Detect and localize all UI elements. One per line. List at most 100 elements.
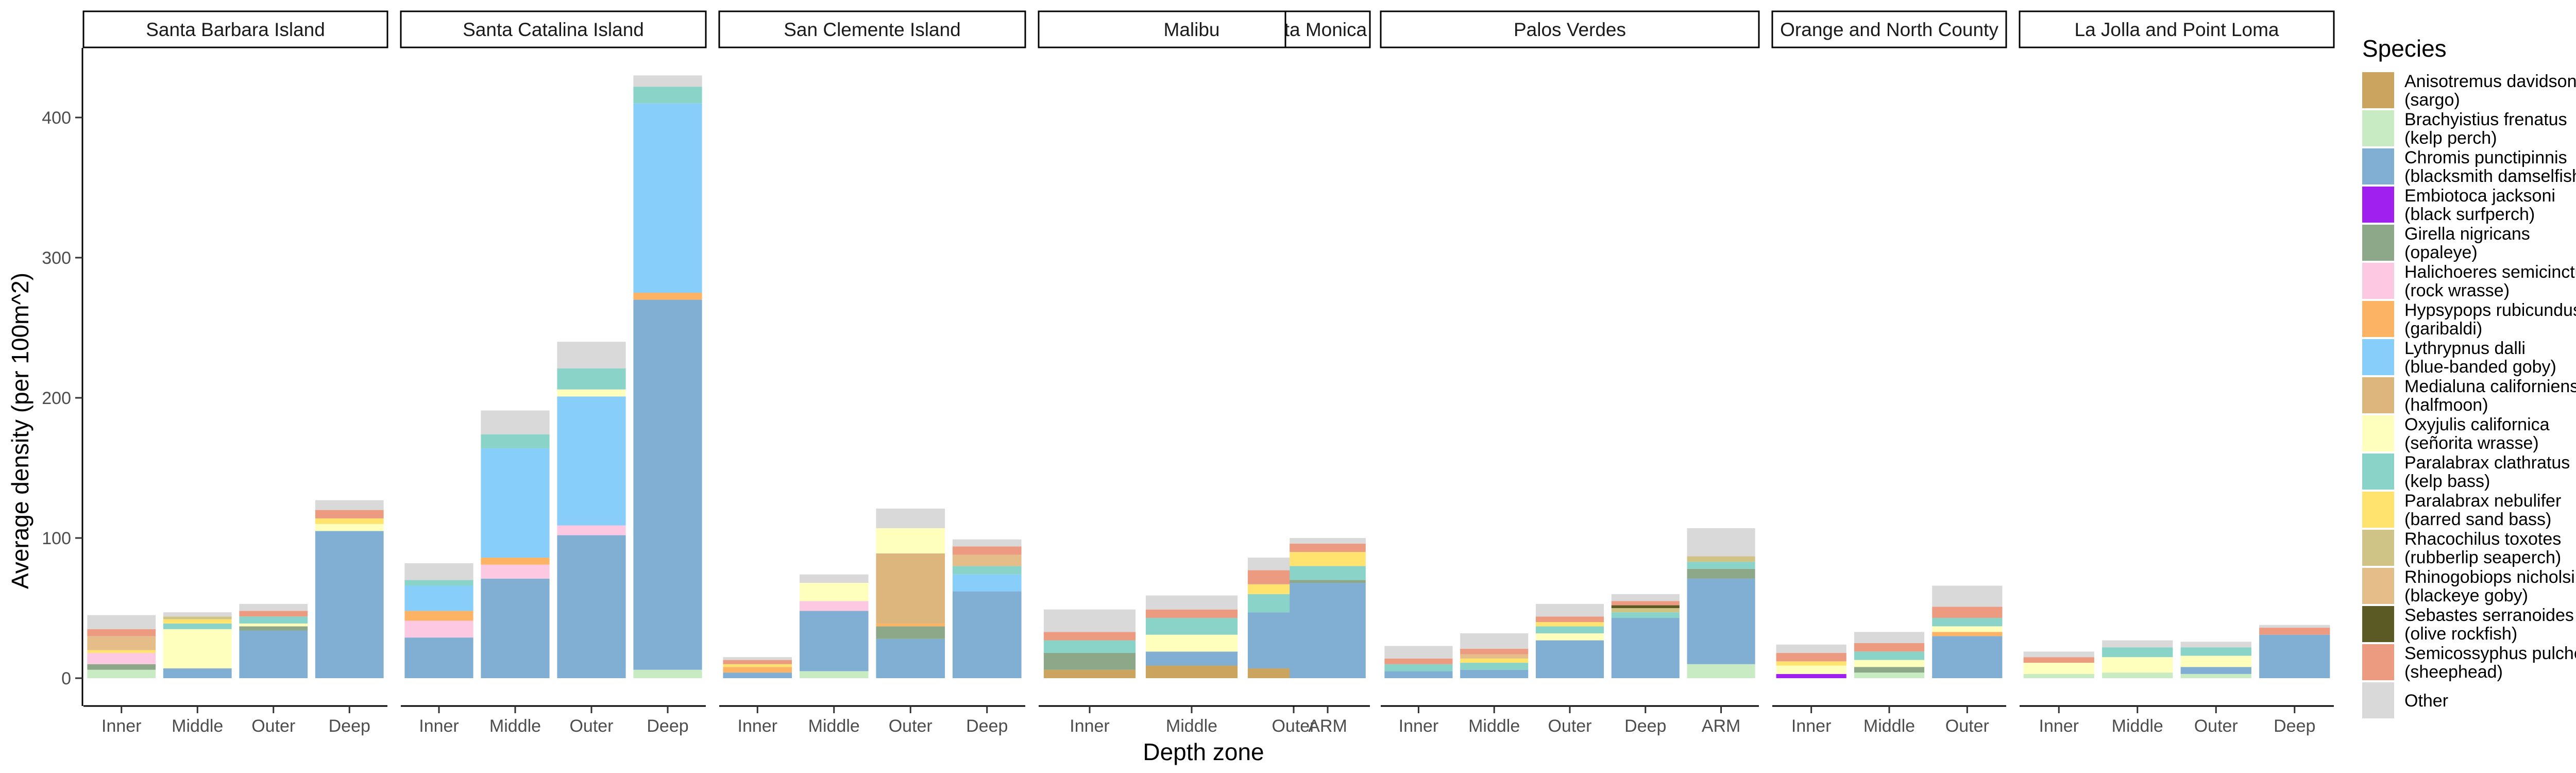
bar-segment-kelpbass [2102,647,2173,658]
bar-segment-olive [1611,605,1680,608]
bar-segment-opaleye [239,626,308,631]
stacked-bar [1460,633,1529,678]
bar-segment-senorita [1145,634,1238,652]
legend-swatch [2362,110,2394,146]
bar-segment-kelpbass [1043,640,1136,653]
legend-label-common: (señorita wrasse) [2404,433,2539,453]
bar-segment-blackeye [1460,654,1529,659]
legend-label-common: (black surfperch) [2404,205,2535,224]
x-tick-label: Inner [1070,716,1110,736]
x-tick-label: Outer [1945,716,1989,736]
legend-item: Semicossyphus pulcher(sheephead) [2362,644,2576,682]
bar-segment-other [1687,528,1755,557]
legend-label: Paralabrax clathratus [2404,453,2570,473]
bar-segment-sheephead [2259,628,2330,635]
legend-label: Halichoeres semicinctus [2404,262,2576,282]
bar-segment-other [2102,640,2173,648]
stacked-bar [876,508,945,678]
legend-title: Species [2362,35,2447,62]
bar-segment-other [1854,632,1925,643]
bar-segment-kelpperch [1687,664,1755,678]
legend-item: Halichoeres semicinctus(rock wrasse) [2362,262,2576,300]
stacked-bar [2180,642,2251,678]
x-tick-label: Deep [647,716,688,736]
bar-segment-other [723,657,792,660]
bar-segment-goby [633,103,702,293]
bar-segment-senorita [2180,656,2251,667]
bar-segment-sheephead [1043,632,1136,641]
facet-strip [400,10,707,48]
bar-segment-opaleye [1290,580,1366,583]
bar-segment-sandbass [163,619,232,624]
bar-segment-other [481,410,550,434]
bar-segment-sheephead [1384,658,1453,664]
legend-label: Embiotoca jacksoni [2404,186,2555,206]
plot-area: 0 100 200 300 400 Santa Barbara Island Inner Mi… [42,10,2335,736]
bar-segment-blacksmith [1384,671,1453,678]
stacked-bar [239,603,308,678]
bar-segment-blacksmith [2259,634,2330,678]
bar-segment-garibaldi [876,623,945,627]
bar-segment-kelpbass [1535,626,1604,633]
legend-swatch [2362,377,2394,413]
legend-label-common: (sargo) [2404,90,2460,110]
legend-swatch [2362,568,2394,604]
legend-item: Brachyistius frenatus(kelp perch) [2362,110,2567,148]
legend-swatch [2362,301,2394,337]
bar-segment-kelpbass [952,566,1022,575]
bar-segment-senorita [1535,633,1604,641]
facet-strip [718,10,1026,48]
bar-segment-kelpbass [1460,663,1529,670]
stacked-bar [1687,528,1755,678]
bar-segment-other [633,75,702,87]
bar-segment-blacksmith [1687,578,1755,664]
stacked-bar [1776,644,1846,678]
stacked-bar [952,539,1022,678]
bar-segment-blacksmith [404,637,473,678]
x-tick-label: Deep [329,716,370,736]
legend-swatch [2362,72,2394,108]
legend-label-common: (kelp bass) [2404,472,2490,491]
legend-item: Chromis punctipinnis(blacksmith damselfi… [2362,148,2576,186]
stacked-bar [557,342,626,678]
legend-label: Semicossyphus pulcher [2404,644,2576,663]
bar-segment-other [1932,585,2003,607]
bar-segment-other [163,612,232,617]
legend-label-common: (blacksmith damselfish) [2404,166,2576,186]
x-tick-label: Inner [1399,716,1439,736]
x-tick-label: Outer [251,716,295,736]
bar-segment-sheephead [1932,607,2003,618]
bar-segment-sandbass [1460,658,1529,663]
facet-strip-label: Santa Barbara Island [146,19,325,40]
x-tick-label: Outer [569,716,613,736]
legend-label: Girella nigricans [2404,224,2530,244]
bar-segment-other [1290,538,1366,544]
legend: Species Anisotremus davidsonii(sargo)Bra… [2362,35,2576,718]
legend-label-common: (garibaldi) [2404,319,2482,339]
bar-segment-sandbass [723,664,792,667]
facet-strip-label: La Jolla and Point Loma [2075,19,2279,40]
legend-label: Medialuna californiensis [2404,377,2576,396]
legend-item: Other [2362,682,2448,718]
stacked-bar [1290,538,1366,678]
legend-swatch [2362,530,2394,566]
bar-segment-other [876,508,945,528]
legend-item: Rhinogobiops nicholsii(blackeye goby) [2362,567,2576,606]
x-tick-label: Middle [1863,716,1915,736]
bar-segment-other [1776,644,1846,653]
bar-segment-sargo [1145,665,1238,678]
legend-item: Paralabrax clathratus(kelp bass) [2362,453,2570,491]
x-tick-label: Middle [2112,716,2163,736]
legend-item: Medialuna californiensis(halfmoon) [2362,377,2576,415]
y-tick-label: 400 [42,108,71,128]
bar-segment-blacksmith [633,299,702,670]
bar-segment-blacksmith [1145,651,1238,666]
legend-item: Girella nigricans(opaleye) [2362,224,2530,262]
bar-segment-other [315,500,384,510]
legend-label: Brachyistius frenatus [2404,110,2567,129]
bar-segment-kelpbass [1611,612,1680,618]
legend-label-common: (sheephead) [2404,662,2503,682]
bar-segment-kelpperch [2102,673,2173,678]
legend-item: Anisotremus davidsonii(sargo) [2362,72,2576,110]
bar-segment-goby [557,396,626,526]
